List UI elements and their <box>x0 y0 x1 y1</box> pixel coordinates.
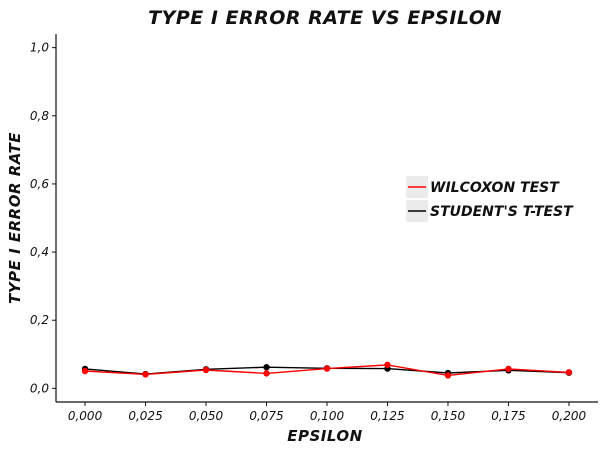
y-axis-title: TYPE I ERROR RATE <box>6 132 24 304</box>
data-point <box>81 367 89 375</box>
data-point <box>384 361 391 369</box>
y-tick-label: 1,0 <box>30 41 49 55</box>
y-tick-label: 0,2 <box>30 313 49 327</box>
y-tick-label: 0,4 <box>30 245 49 259</box>
x-tick-label: 0,100 <box>310 409 345 423</box>
x-tick-label: 0,050 <box>189 409 224 423</box>
data-point <box>444 372 452 379</box>
data-point <box>323 365 331 372</box>
x-tick-label: 0,150 <box>431 409 466 423</box>
data-point <box>263 364 270 371</box>
chart-title: TYPE I ERROR RATE VS EPSILON <box>148 7 502 29</box>
data-point <box>505 365 512 373</box>
y-tick-label: 0,0 <box>30 381 49 395</box>
y-tick-label: 0,6 <box>30 177 49 191</box>
data-point <box>263 370 270 377</box>
legend-label: STUDENT'S T-TEST <box>430 204 574 220</box>
x-tick-label: 0,025 <box>128 409 162 423</box>
data-point <box>142 371 149 378</box>
x-axis-title: EPSILON <box>287 427 362 445</box>
x-tick-label: 0,000 <box>68 409 103 423</box>
legend: WILCOXON TEST STUDENT'S T-TEST <box>406 176 574 222</box>
x-tick-label: 0,075 <box>249 409 283 423</box>
legend-label: WILCOXON TEST <box>430 180 560 196</box>
x-tick-label: 0,125 <box>370 409 404 423</box>
x-tick-label: 0,200 <box>552 409 587 423</box>
data-point <box>202 366 210 374</box>
axes: 0,0 0,2 0,4 0,6 0,8 1,0 0,000 0,025 0,050 0,075 0,… <box>30 34 598 423</box>
data-point <box>565 369 573 376</box>
y-tick-label: 0,8 <box>30 109 49 123</box>
series-wilcoxon-test <box>81 361 573 379</box>
x-tick-label: 0,175 <box>491 409 525 423</box>
series-layer <box>81 361 573 379</box>
